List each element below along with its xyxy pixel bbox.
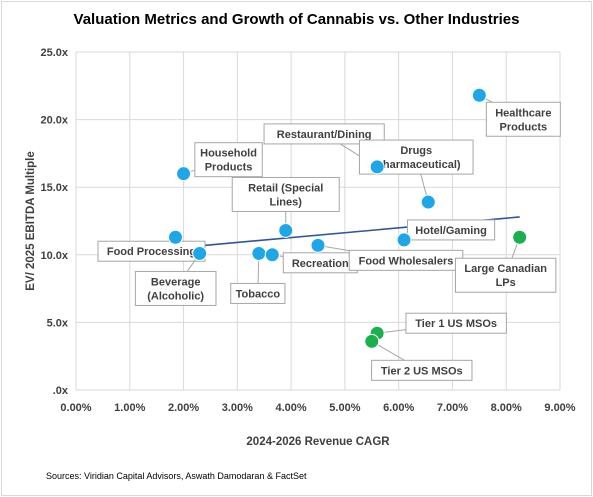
data-label: (Pharmaceutical)	[372, 159, 461, 171]
data-point	[264, 247, 280, 263]
x-tick-label: 1.00%	[114, 402, 145, 414]
data-point	[167, 229, 183, 245]
data-point	[471, 87, 487, 103]
y-tick-label: 5.0x	[47, 317, 69, 329]
data-label-box	[371, 359, 473, 381]
data-point	[512, 229, 528, 245]
y-axis-label: EV/ 2025 EBITDA Multiple	[25, 151, 37, 291]
x-tick-label: 8.00%	[491, 402, 522, 414]
data-label-box	[230, 282, 286, 304]
data-label-box	[406, 219, 496, 241]
x-tick-label: 0.00%	[60, 402, 91, 414]
data-label: Recreation	[292, 258, 349, 270]
data-point	[369, 159, 385, 175]
data-label-box	[231, 176, 340, 212]
data-label-box	[454, 257, 557, 293]
data-label-box	[263, 123, 385, 145]
x-tick-label: 3.00%	[222, 402, 253, 414]
x-tick-label: 6.00%	[383, 402, 414, 414]
y-tick-label: 10.0x	[40, 250, 68, 262]
data-label-box	[405, 312, 507, 334]
data-label: LPs	[496, 277, 516, 289]
data-label-box	[134, 270, 217, 306]
chart-title: Valuation Metrics and Growth of Cannabis…	[73, 11, 520, 28]
data-point	[176, 166, 192, 182]
data-label-box	[485, 101, 561, 137]
x-tick-label: 5.00%	[329, 402, 360, 414]
y-tick-label: 20.0x	[40, 115, 68, 127]
data-label: Large Canadian	[464, 263, 547, 275]
x-tick-label: 4.00%	[276, 402, 307, 414]
data-label: Healthcare	[495, 107, 551, 119]
y-tick-label: 25.0x	[40, 47, 68, 59]
data-label: Tier 2 US MSOs	[381, 365, 463, 377]
data-label: Food Wholesalers	[359, 255, 454, 267]
data-label: Restaurant/Dining	[277, 129, 372, 141]
data-label: Products	[205, 162, 253, 174]
data-label: Hotel/Gaming	[415, 225, 487, 237]
source-note: Sources: Viridian Capital Advisors, Aswa…	[46, 471, 307, 481]
x-tick-label: 2.00%	[168, 402, 199, 414]
x-tick-label: 9.00%	[544, 402, 575, 414]
data-label: Household	[200, 148, 257, 160]
data-label: (Alcoholic)	[147, 290, 204, 302]
x-tick-label: 7.00%	[437, 402, 468, 414]
data-point	[420, 194, 436, 210]
data-point	[192, 245, 208, 261]
data-label: Lines)	[270, 196, 303, 208]
data-label: Tobacco	[236, 288, 281, 300]
y-tick-label: 15.0x	[40, 182, 68, 194]
data-point	[364, 333, 380, 349]
x-axis-label: 2024-2026 Revenue CAGR	[246, 436, 390, 448]
data-label-box	[194, 142, 263, 178]
data-point	[278, 222, 294, 238]
data-label: Tier 1 US MSOs	[415, 318, 497, 330]
data-label: Products	[499, 121, 547, 133]
data-label: Beverage	[151, 276, 201, 288]
data-point	[251, 245, 267, 261]
data-point	[396, 232, 412, 248]
data-label: Drugs	[400, 145, 432, 157]
data-label: Retail (Special	[248, 182, 323, 194]
y-tick-label: .0x	[53, 385, 69, 397]
data-label: Food Processing	[107, 246, 196, 258]
data-point	[310, 237, 326, 253]
